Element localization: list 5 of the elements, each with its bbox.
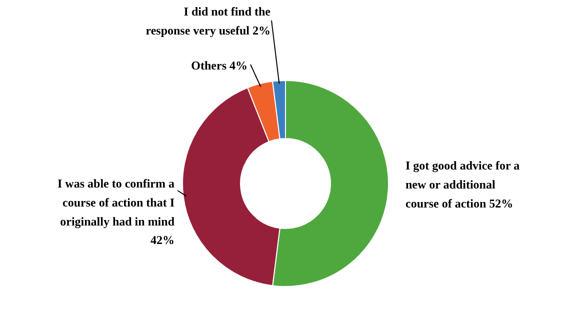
data-label: 42% [150,233,174,248]
slice-label: Others 4% [191,58,248,72]
slice-label: I was able to confirm a course of action that I originally had in mind [58,176,175,228]
slice-label: I did not find the response very useful 2% [146,4,272,38]
slice-label: I got good advice for a new or additional course of action 52% [406,158,520,210]
